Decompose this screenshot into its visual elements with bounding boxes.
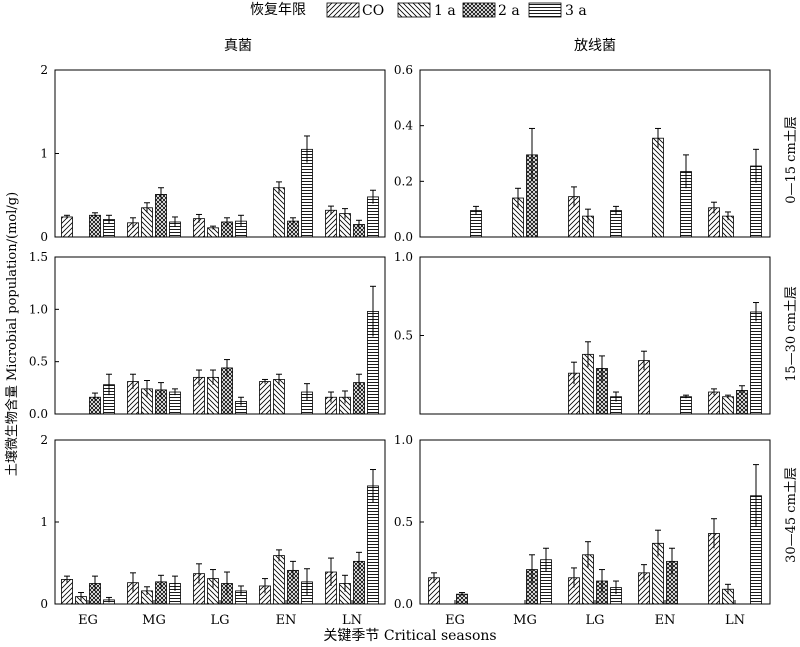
legend-label-1a: 1 a xyxy=(434,3,456,19)
y-tick-label: 0 xyxy=(40,597,48,611)
x-tick-label-en: EN xyxy=(655,613,676,628)
x-tick-label-eg: EG xyxy=(78,613,98,628)
legend-swatch-2a xyxy=(462,2,496,18)
x-tick-label-mg: MG xyxy=(513,613,537,628)
y-tick-label: 1.0 xyxy=(394,433,413,447)
legend-swatch-1a xyxy=(397,2,431,18)
x-tick-label-ln: LN xyxy=(725,613,745,628)
y-tick-label: 1 xyxy=(40,515,48,529)
legend-label-co: CO xyxy=(362,3,384,19)
row-label-15-30cm: 15—30 cm土层 xyxy=(784,286,799,382)
legend: 恢复年限 CO 1 a 2 a 3 a xyxy=(250,1,587,19)
legend-swatch-co xyxy=(326,2,360,18)
legend-swatch-3a xyxy=(528,2,562,18)
chart-panels: 0 1 2 0.0 0.2 0.4 0.6 0.0 0.5 1.0 1.5 0.5 1.0 0 1 2 EG MG… xyxy=(29,63,771,628)
y-tick-label: 0.5 xyxy=(394,329,413,343)
row-label-30-45cm: 30—45 cm土层 xyxy=(784,467,799,563)
y-tick-label: 0.0 xyxy=(29,407,48,421)
bar-ln-3a xyxy=(750,311,762,415)
y-tick-label: 0.6 xyxy=(394,63,413,77)
bar-ln-co xyxy=(708,391,720,415)
y-axis-label: 土壤微生物含量 Microbial population/(mol/g) xyxy=(4,192,20,476)
x-tick-label-mg: MG xyxy=(142,613,166,628)
panel-frame xyxy=(419,256,771,415)
bar-en-1a xyxy=(273,187,285,238)
panel-2: 0.0 0.5 1.0 1.5 xyxy=(29,250,386,421)
row-label-0-15cm: 0—15 cm土层 xyxy=(784,116,799,204)
panel-frame xyxy=(419,69,771,238)
x-tick-label-en: EN xyxy=(276,613,297,628)
panel-4: 0 1 2 EG MG LG EN LN xyxy=(40,433,386,628)
legend-label-3a: 3 a xyxy=(565,3,587,19)
x-axis-label: 关键季节 Critical seasons xyxy=(323,628,496,644)
column-title-actinomycetes: 放线菌 xyxy=(574,38,616,54)
bar-ln-1a xyxy=(722,396,734,415)
y-tick-label: 0.5 xyxy=(394,515,413,529)
y-tick-label: 0.4 xyxy=(394,119,413,133)
bar-en-1a xyxy=(273,555,285,605)
y-tick-label: 0.0 xyxy=(394,230,413,244)
bar-eg-co xyxy=(61,579,73,605)
panel-frame xyxy=(54,256,386,415)
y-tick-label: 1.0 xyxy=(29,302,48,316)
legend-title: 恢复年限 xyxy=(250,1,306,18)
bar-mg-3a xyxy=(169,391,181,415)
y-tick-label: 0 xyxy=(40,230,48,244)
legend-label-2a: 2 a xyxy=(498,3,520,19)
y-tick-label: 2 xyxy=(40,433,48,447)
y-tick-label: 2 xyxy=(40,63,48,77)
x-tick-label-lg: LG xyxy=(585,613,604,628)
y-tick-label: 0.2 xyxy=(394,174,413,188)
y-tick-label: 1 xyxy=(40,147,48,161)
y-tick-label: 0.0 xyxy=(394,597,413,611)
bar-en-3a xyxy=(680,396,692,415)
panel-0: 0 1 2 xyxy=(40,63,386,244)
column-title-fungi: 真菌 xyxy=(224,38,252,54)
panel-5: 0.0 0.5 1.0 EG MG LG EN LN xyxy=(394,433,771,628)
bar-eg-co xyxy=(61,216,73,238)
panel-1: 0.0 0.2 0.4 0.6 xyxy=(394,63,771,244)
x-tick-label-ln: LN xyxy=(342,613,362,628)
x-tick-label-lg: LG xyxy=(210,613,229,628)
x-tick-label-eg: EG xyxy=(445,613,465,628)
panel-3: 0.5 1.0 xyxy=(394,250,771,415)
bar-ln-3a xyxy=(367,485,379,605)
y-tick-label: 1.0 xyxy=(394,250,413,264)
bar-en-co xyxy=(259,381,271,415)
y-tick-label: 1.5 xyxy=(29,250,48,264)
y-tick-label: 0.5 xyxy=(29,355,48,369)
bar-en-1a xyxy=(652,137,664,238)
bar-eg-2a xyxy=(89,214,101,238)
